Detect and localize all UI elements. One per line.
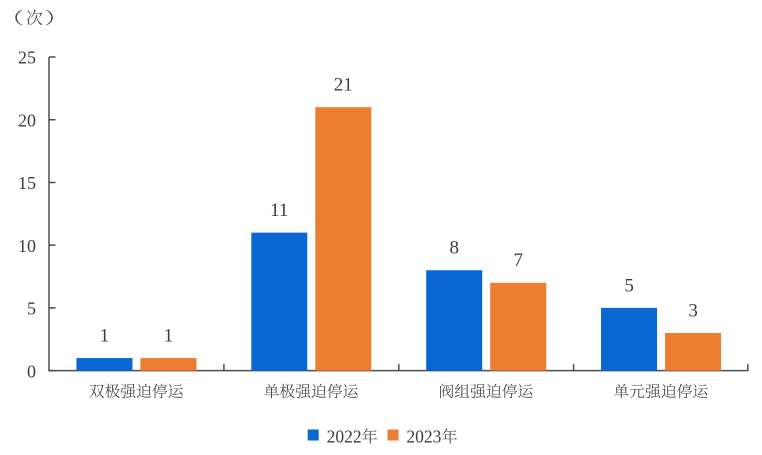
svg-text:7: 7 [513, 250, 523, 271]
svg-text:2023: 2023 [406, 426, 441, 446]
svg-text:1: 1 [164, 326, 174, 347]
svg-text:0: 0 [27, 361, 36, 381]
svg-text:2022: 2022 [327, 426, 362, 446]
svg-text:15: 15 [18, 173, 36, 193]
svg-text:5: 5 [624, 275, 634, 296]
svg-text:21: 21 [334, 75, 353, 96]
svg-text:5: 5 [27, 299, 36, 319]
svg-text:1: 1 [100, 326, 110, 347]
svg-text:20: 20 [18, 110, 36, 130]
svg-text:8: 8 [449, 238, 459, 259]
svg-text:3: 3 [688, 300, 698, 321]
svg-text:10: 10 [18, 236, 36, 256]
svg-text:25: 25 [18, 48, 36, 68]
svg-text:11: 11 [270, 200, 288, 221]
